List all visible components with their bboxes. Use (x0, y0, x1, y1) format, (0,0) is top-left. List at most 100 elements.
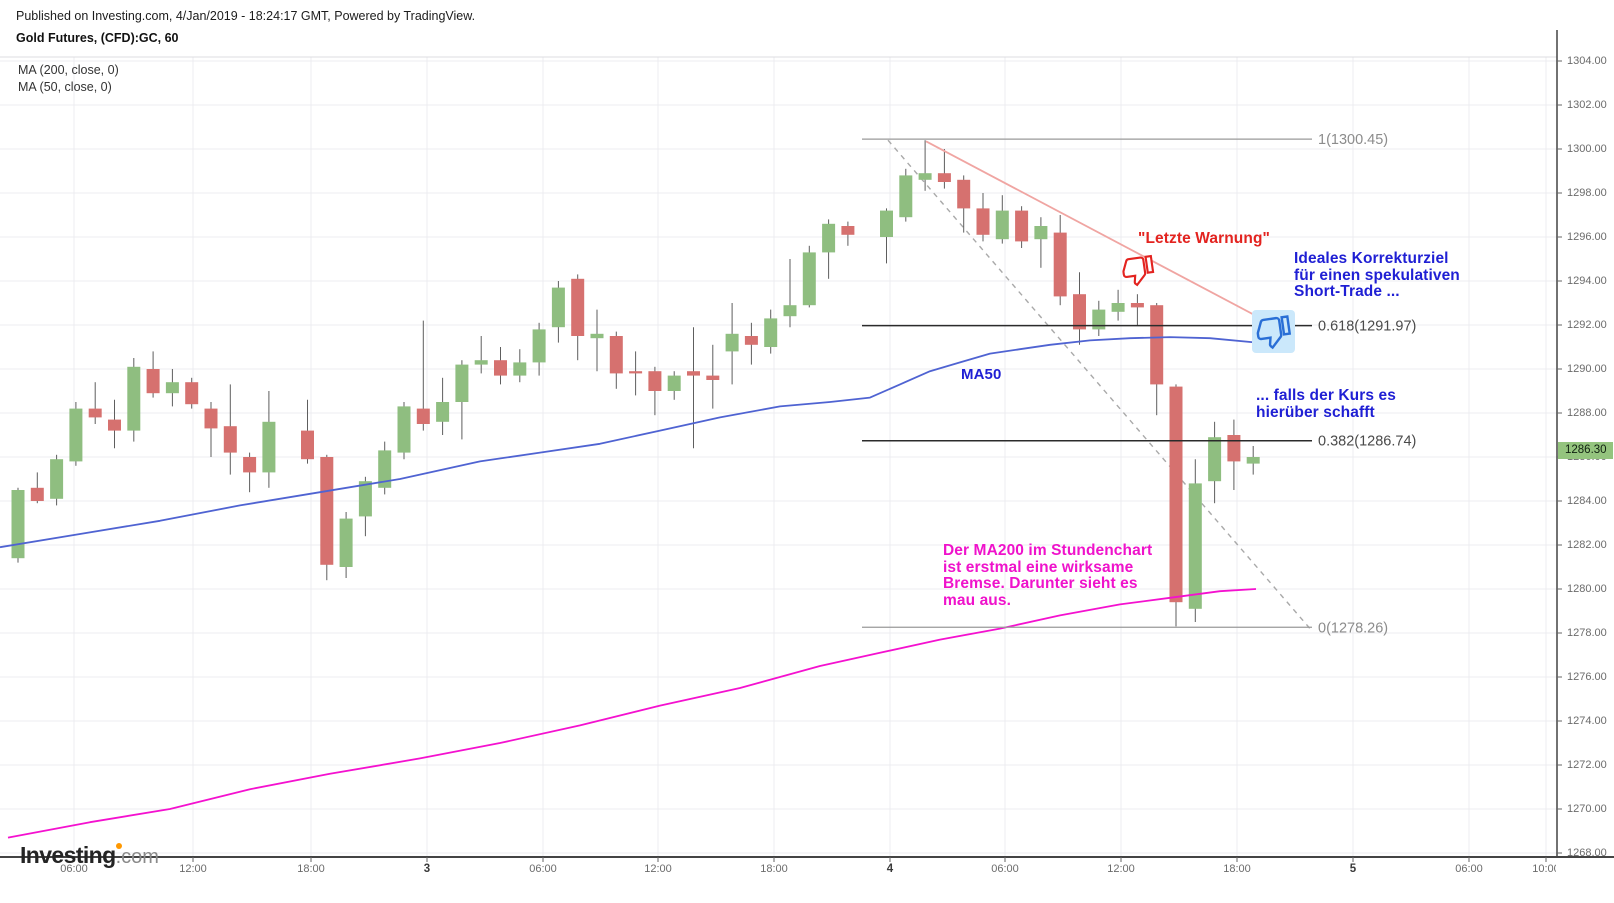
candle-body (1227, 435, 1241, 462)
candle-body (744, 336, 758, 345)
price-tick-label: 1282.00 (1567, 538, 1607, 551)
candle-body (609, 336, 623, 374)
ma50-line (0, 336, 1258, 549)
candle-body (165, 382, 179, 394)
candle-body (185, 382, 199, 405)
price-tick-label: 1270.00 (1567, 802, 1607, 815)
candle-body (918, 173, 932, 180)
candle-body (397, 406, 411, 453)
candle-body (590, 333, 604, 339)
candle-body (513, 362, 527, 376)
candle-body (88, 408, 102, 418)
time-tick-label: 3 (423, 863, 431, 875)
time-tick-label: 18:00 (297, 863, 325, 875)
price-tick-label: 1278.00 (1567, 626, 1607, 639)
price-tick-label: 1292.00 (1567, 318, 1607, 331)
price-tick-label: 1302.00 (1567, 98, 1607, 111)
candle-body (243, 457, 257, 473)
candle-body (783, 305, 797, 317)
annotation-falls-der-kurs: ... falls der Kurs es hierüber schafft (1256, 387, 1396, 421)
time-tick-label: 12:00 (1107, 863, 1135, 875)
time-tick-label: 06:00 (991, 863, 1019, 875)
candle-body (30, 487, 44, 501)
candle-body (1111, 303, 1125, 312)
price-tick-label: 1298.00 (1567, 186, 1607, 199)
candle-body (764, 318, 778, 347)
candle-body (1150, 305, 1164, 385)
price-tick-label: 1300.00 (1567, 142, 1607, 155)
investing-logo: Investing.com (20, 842, 159, 868)
price-tick-label: 1290.00 (1567, 362, 1607, 375)
time-tick-label: 06:00 (60, 863, 88, 875)
candle-body (937, 173, 951, 182)
ma50-label: MA50 (961, 366, 1002, 383)
candle-body (1188, 483, 1202, 609)
candle-body (802, 252, 816, 306)
price-tick-label: 1294.00 (1567, 274, 1607, 287)
price-tick-label: 1304.00 (1567, 54, 1607, 67)
annotation-ideales-korrekturziel: Ideales Korrekturziel für einen spekulat… (1294, 250, 1460, 300)
price-tick-label: 1272.00 (1567, 758, 1607, 771)
fib-level-label: 0(1278.26) (1318, 620, 1388, 636)
time-tick-label: 06:00 (529, 863, 557, 875)
dashed-trend-line (887, 139, 1311, 630)
candle-body (50, 459, 64, 499)
candle-body (11, 490, 25, 559)
candle-body (822, 223, 836, 253)
candle-body (1053, 232, 1067, 297)
candle-body (108, 419, 121, 431)
candle-body (223, 426, 237, 453)
candle-body (1246, 457, 1260, 464)
price-tick-label: 1276.00 (1567, 670, 1607, 683)
thumbs-down-icon (1256, 315, 1292, 350)
price-tick-label: 1296.00 (1567, 230, 1607, 243)
candle-body (416, 408, 430, 424)
candle-body (1015, 210, 1029, 242)
candle-body (358, 481, 372, 517)
price-tick-label: 1284.00 (1567, 494, 1607, 507)
candle-body (667, 375, 681, 391)
candle-body (899, 175, 913, 218)
time-axis[interactable]: 06:00 12:00 18:00 3 06:00 12:00 18:00 4 06:00 12:… (0, 858, 1556, 903)
candle-body (455, 364, 469, 402)
candle-body (320, 457, 334, 565)
candle-body (1092, 309, 1106, 330)
time-tick-label: 12:00 (179, 863, 207, 875)
time-tick-label: 06:00 (1455, 863, 1483, 875)
candle-body (204, 408, 218, 429)
logo-orange-dot-icon (116, 843, 122, 849)
price-tick-label: 1280.00 (1567, 582, 1607, 595)
candle-body (494, 360, 507, 376)
candle-body (146, 369, 160, 394)
price-tick-label: 1268.00 (1567, 846, 1607, 859)
resistance-trend-line (925, 140, 1291, 335)
candle-body (532, 329, 546, 363)
candle-body (69, 408, 83, 462)
candle-body (957, 179, 971, 209)
candle-body (127, 366, 141, 431)
candle-body (880, 210, 893, 237)
candle-body (706, 375, 720, 380)
candle-body (339, 518, 353, 567)
candle-body (1034, 226, 1048, 240)
candle-body (1208, 437, 1222, 482)
fib-level-label: 0.382(1286.74) (1318, 434, 1416, 450)
price-tick-label: 1274.00 (1567, 714, 1607, 727)
price-tick-label: 1288.00 (1567, 406, 1607, 419)
candle-body (687, 371, 700, 376)
candle-body (725, 333, 739, 352)
fib-level-label: 0.618(1291.97) (1318, 319, 1416, 335)
logo-tld: .com (115, 846, 159, 868)
annotation-ma200-note: Der MA200 im Stundenchart ist erstmal ei… (943, 542, 1153, 609)
time-tick-label: 10:00 (1532, 863, 1556, 875)
candle-body (648, 371, 662, 391)
candle-body (436, 402, 450, 422)
candle-body (1130, 303, 1144, 308)
candle-body (571, 278, 585, 336)
instrument-title: Gold Futures, (CFD):GC, 60 (16, 31, 179, 45)
candle-body (301, 430, 314, 460)
candle-body (262, 421, 276, 473)
candle-body (551, 287, 565, 328)
